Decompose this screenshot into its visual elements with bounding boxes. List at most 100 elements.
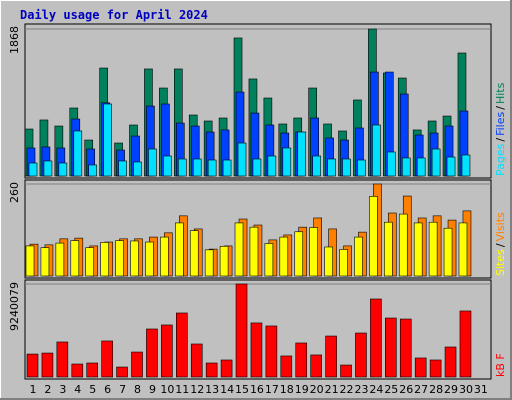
- bar: [73, 130, 83, 177]
- bar: [130, 240, 139, 277]
- bar: [234, 222, 244, 277]
- bar: [340, 364, 352, 378]
- y-tick-label: 260: [8, 182, 21, 203]
- bar: [176, 312, 188, 378]
- bar: [26, 353, 39, 378]
- x-tick-label: 27: [414, 383, 428, 396]
- bar: [58, 162, 68, 177]
- bar: [118, 160, 127, 177]
- bar: [280, 355, 293, 378]
- x-tick-label: 19: [295, 383, 309, 396]
- x-tick-label: 28: [429, 383, 443, 396]
- x-tick-label: 21: [325, 383, 339, 396]
- bar: [461, 154, 471, 177]
- bar: [86, 362, 99, 378]
- bar: [458, 222, 468, 277]
- x-tick-label: 3: [59, 383, 66, 396]
- bar: [444, 346, 457, 378]
- x-tick-label: 6: [104, 383, 111, 396]
- x-tick-label: 24: [369, 383, 383, 396]
- bar: [222, 159, 232, 177]
- y-tick-label: 9240079: [8, 282, 21, 331]
- legend: Pages/Files/Hits: [494, 82, 507, 176]
- bar: [70, 240, 80, 277]
- legend-entry: Hits: [494, 82, 507, 104]
- bar: [71, 363, 84, 378]
- bar: [398, 213, 408, 277]
- bar: [219, 245, 229, 277]
- legend-entry: Sites: [494, 249, 507, 276]
- bar: [431, 148, 441, 177]
- legend-entry: kB F: [494, 353, 507, 377]
- bar: [428, 221, 438, 277]
- legend-separator: /: [494, 106, 507, 110]
- x-tick-label: 18: [280, 383, 294, 396]
- bar: [41, 352, 54, 378]
- bar: [325, 335, 337, 378]
- bar: [160, 236, 169, 277]
- x-tick-label: 2: [44, 383, 51, 396]
- bar: [459, 310, 472, 378]
- x-tick-label: 25: [384, 383, 398, 396]
- bar: [85, 247, 95, 277]
- bar: [385, 317, 397, 378]
- bar: [220, 359, 233, 378]
- bar: [309, 227, 318, 277]
- x-tick-label: 11: [175, 383, 189, 396]
- bar: [252, 158, 262, 177]
- bar: [88, 164, 98, 177]
- x-tick-label: 9: [149, 383, 156, 396]
- bar: [295, 342, 308, 378]
- chart-title: Daily usage for April 2024: [20, 8, 208, 22]
- x-tick-label: 15: [235, 383, 249, 396]
- legend-entry: Files: [494, 111, 507, 135]
- bar: [384, 221, 393, 277]
- x-tick-label: 1: [30, 383, 37, 396]
- bar: [133, 161, 142, 177]
- x-tick-label: 4: [74, 383, 81, 396]
- x-tick-label: 29: [444, 383, 458, 396]
- x-tick-label: 22: [340, 383, 354, 396]
- bar: [148, 148, 157, 177]
- legend: kB F: [494, 353, 507, 377]
- bar: [235, 283, 248, 378]
- bar: [324, 246, 333, 277]
- legend-separator: /: [494, 243, 507, 247]
- bar: [192, 158, 202, 177]
- bar: [443, 227, 453, 277]
- bar: [414, 357, 427, 378]
- bar: [429, 359, 442, 378]
- x-tick-label: 7: [119, 383, 126, 396]
- bar: [237, 142, 247, 177]
- x-tick-label: 17: [265, 383, 279, 396]
- x-tick-label: 10: [160, 383, 174, 396]
- bar: [416, 157, 426, 177]
- bar: [327, 158, 336, 177]
- legend: Sites / Visits: [494, 212, 507, 276]
- x-tick-label: 12: [190, 383, 204, 396]
- bar: [40, 247, 50, 277]
- x-tick-label: 8: [134, 383, 141, 396]
- bar: [28, 162, 38, 177]
- bar: [56, 341, 69, 378]
- bar: [413, 222, 423, 277]
- bar: [369, 196, 378, 277]
- bar: [265, 325, 278, 378]
- bar: [55, 242, 65, 277]
- bar: [264, 243, 274, 277]
- bar: [387, 151, 396, 177]
- x-tick-label: 30: [459, 383, 473, 396]
- x-tick-label: 14: [220, 383, 234, 396]
- bar: [190, 343, 203, 378]
- x-tick-label: 23: [354, 383, 368, 396]
- bar: [357, 159, 366, 177]
- legend-entry: Visits: [494, 212, 507, 241]
- bar: [250, 322, 263, 378]
- bar: [175, 222, 184, 277]
- bar: [297, 131, 307, 177]
- x-tick-label: 31: [474, 383, 488, 396]
- x-tick-label: 26: [399, 383, 413, 396]
- bar: [355, 332, 367, 378]
